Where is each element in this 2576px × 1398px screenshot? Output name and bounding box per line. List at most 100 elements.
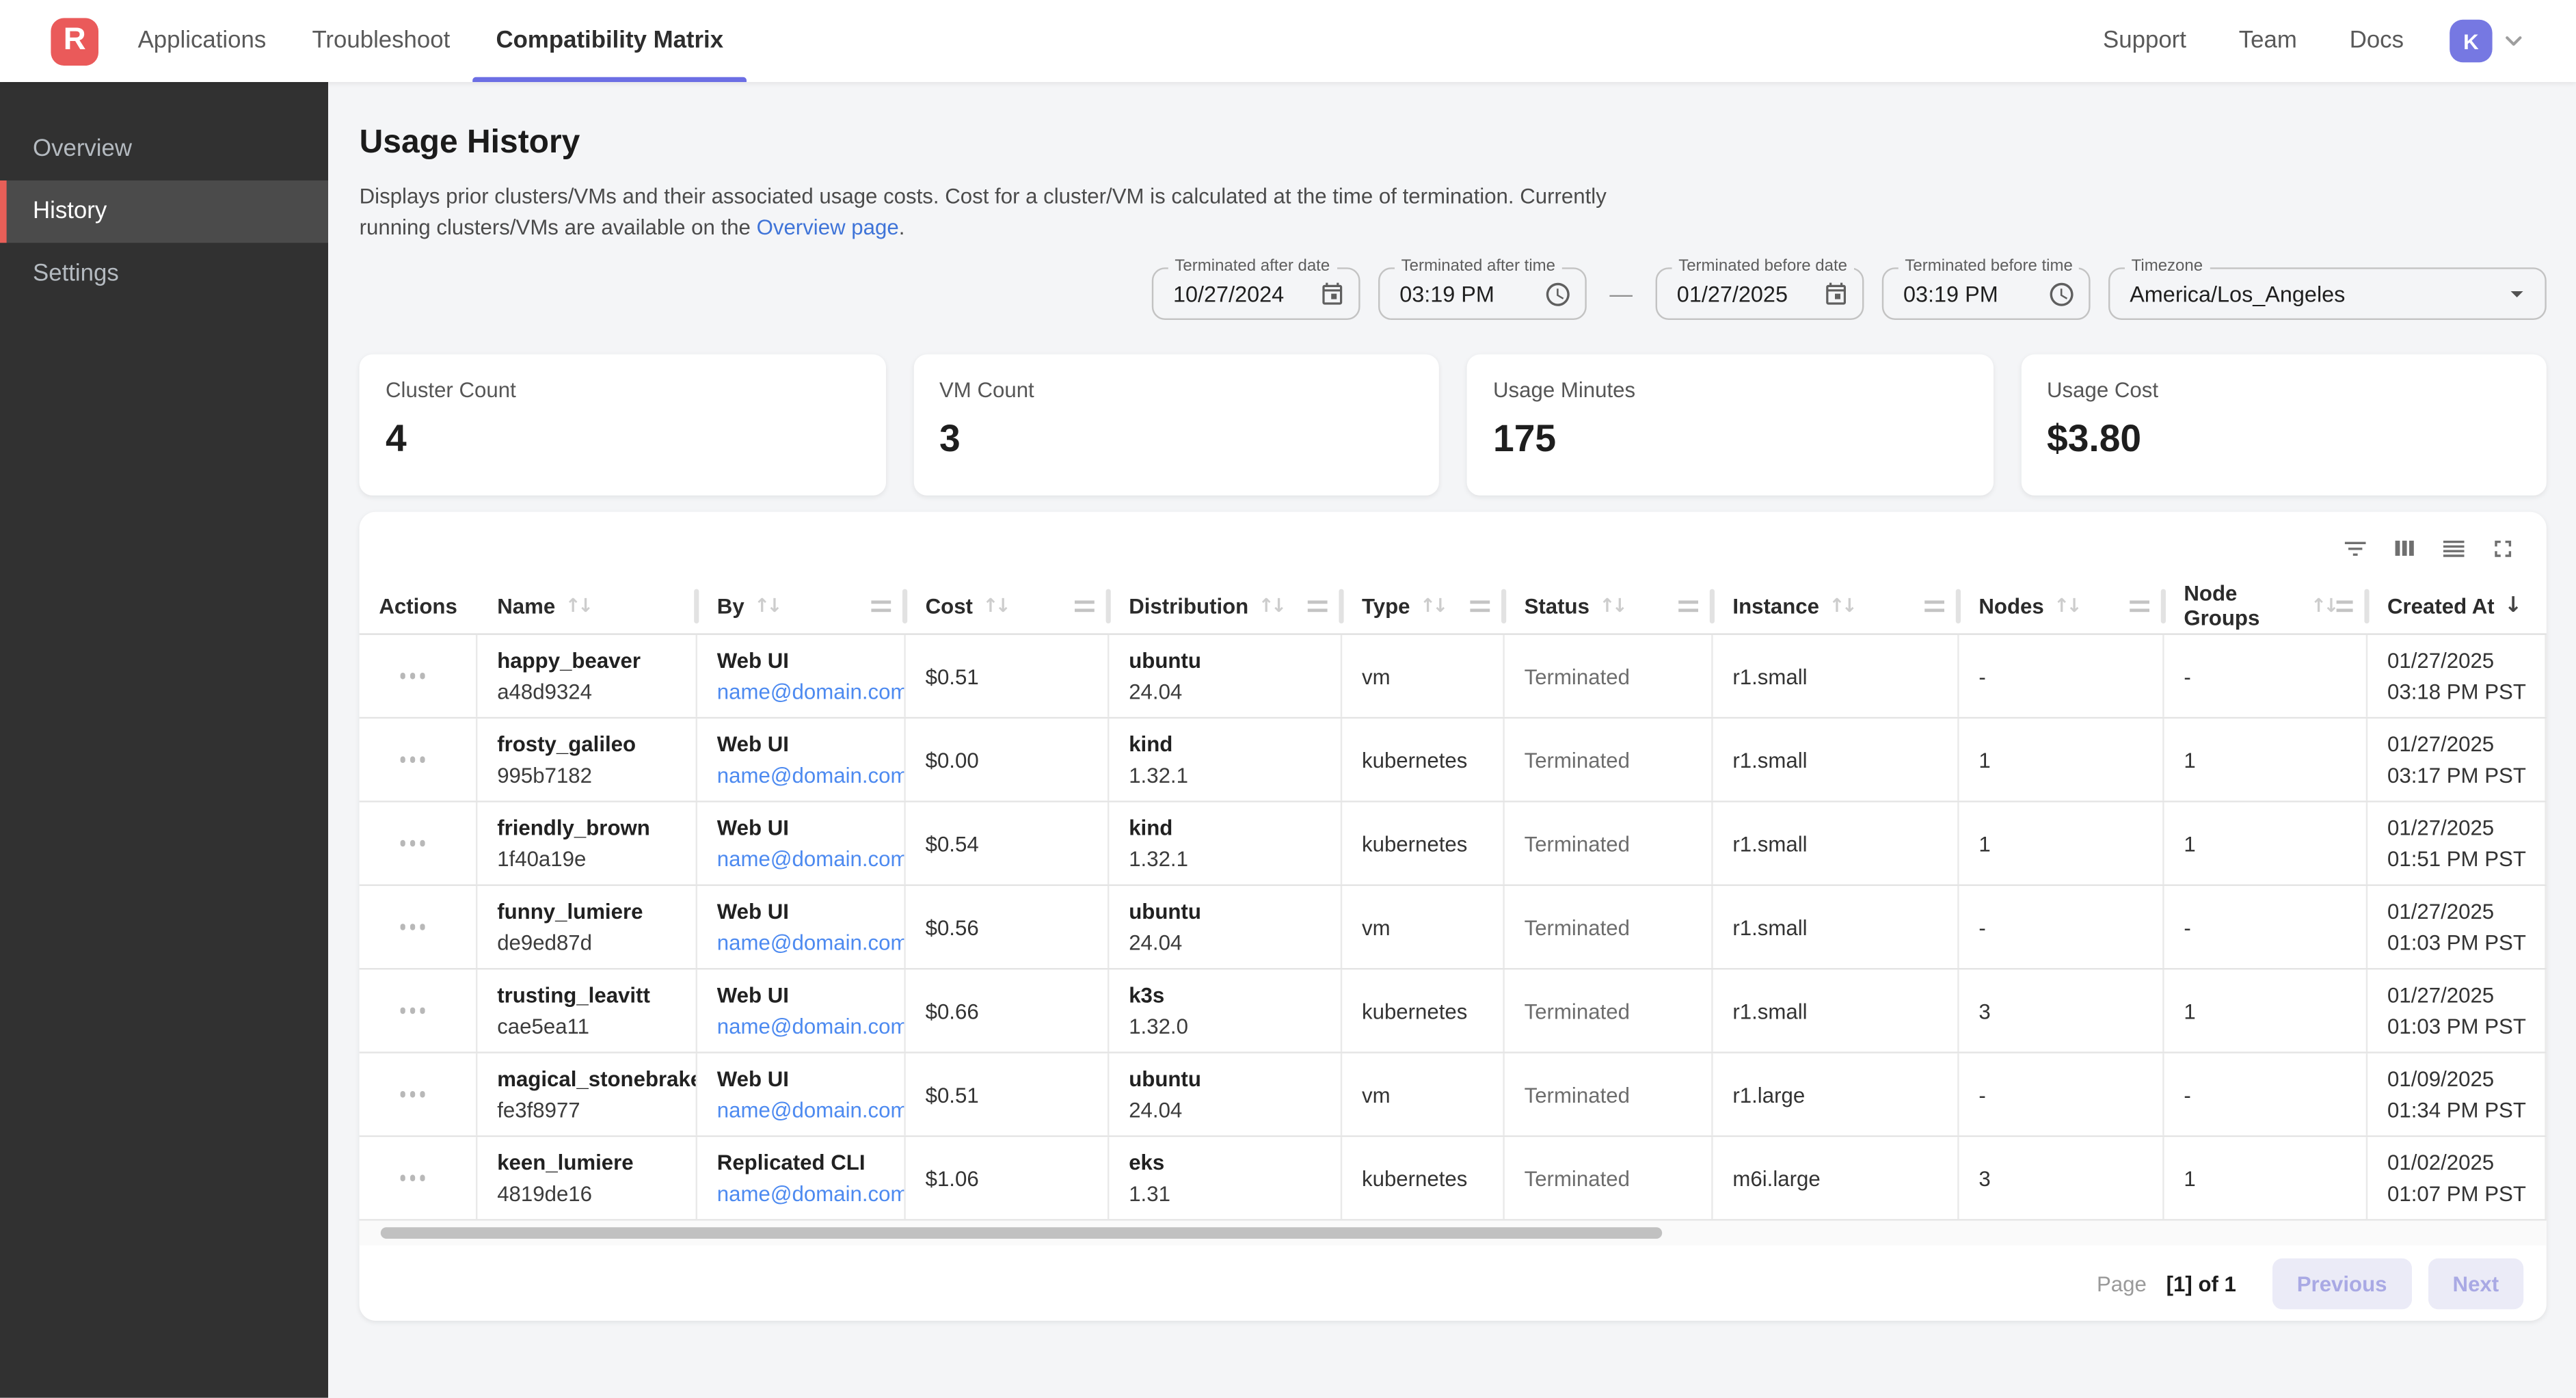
sidebar-item-settings[interactable]: Settings: [33, 260, 119, 288]
dropdown-arrow-icon[interactable]: [2502, 279, 2532, 308]
scrollbar-thumb[interactable]: [380, 1227, 1662, 1239]
created-by-email-link[interactable]: name@domain.com: [716, 1181, 906, 1207]
avatar[interactable]: K: [2450, 19, 2493, 63]
created-time: 01:03 PM PST: [2387, 1014, 2526, 1039]
column-header-distribution[interactable]: Distribution ↑↓: [1109, 578, 1344, 634]
navbar-right: Support Team Docs K: [2050, 0, 2576, 82]
column-header-by[interactable]: By ↑↓: [697, 578, 908, 634]
row-actions-button[interactable]: [400, 673, 426, 680]
column-menu-icon[interactable]: [2335, 600, 2353, 612]
created-by-email-link[interactable]: name@domain.com: [716, 679, 906, 704]
filter-icon[interactable]: [2342, 535, 2370, 571]
column-label: Type: [1362, 593, 1410, 618]
sort-icon[interactable]: ↑↓: [2310, 593, 2339, 617]
next-button[interactable]: Next: [2428, 1257, 2524, 1309]
column-header-name[interactable]: Name ↑↓: [477, 578, 699, 634]
distribution-name: kind: [1129, 731, 1173, 757]
stat-value: 4: [386, 416, 407, 459]
sort-icon[interactable]: ↑↓: [1419, 593, 1449, 617]
link-docs[interactable]: Docs: [2349, 27, 2404, 55]
link-team[interactable]: Team: [2238, 27, 2297, 55]
sort-icon[interactable]: ↑↓: [982, 593, 1011, 617]
overview-page-link[interactable]: Overview page: [756, 215, 899, 240]
column-menu-icon[interactable]: [871, 600, 891, 612]
columns-icon[interactable]: [2391, 535, 2419, 571]
column-label: Instance: [1732, 593, 1819, 618]
sort-icon[interactable]: ↑↓: [565, 593, 594, 617]
created-time: 03:18 PM PST: [2387, 679, 2526, 704]
scrollbar-track[interactable]: [368, 1226, 2538, 1241]
created-by-email-link[interactable]: name@domain.com: [716, 763, 906, 788]
calendar-icon[interactable]: [1319, 280, 1345, 306]
stat-cards: Cluster Count 4 VM Count 3 Usage Minutes…: [359, 354, 2547, 496]
created-by-source: Web UI: [716, 731, 789, 757]
chevron-down-icon[interactable]: [2501, 28, 2527, 54]
sort-icon[interactable]: ↑↓: [1599, 593, 1628, 617]
column-header-instance[interactable]: Instance ↑↓: [1713, 578, 1961, 634]
link-support[interactable]: Support: [2103, 27, 2186, 55]
cell-distribution: kind 1.32.1: [1109, 718, 1343, 801]
sort-desc-icon[interactable]: ↓: [2504, 593, 2523, 618]
created-by-source: Replicated CLI: [716, 1150, 866, 1175]
density-icon[interactable]: [2440, 535, 2468, 571]
clock-icon[interactable]: [2048, 280, 2076, 308]
fullscreen-icon[interactable]: [2489, 535, 2517, 571]
calendar-icon[interactable]: [1823, 280, 1849, 306]
previous-button[interactable]: Previous: [2272, 1257, 2412, 1309]
row-actions-button[interactable]: [400, 757, 426, 763]
column-header-cost[interactable]: Cost ↑↓: [906, 578, 1111, 634]
tab-applications[interactable]: Applications: [137, 27, 267, 55]
sidebar-item-history[interactable]: History: [0, 180, 329, 243]
column-header-type[interactable]: Type ↑↓: [1342, 578, 1507, 634]
cell-nodes: 3: [1959, 1137, 2164, 1220]
column-header-status[interactable]: Status ↑↓: [1505, 578, 1715, 634]
created-by-email-link[interactable]: name@domain.com: [716, 1014, 906, 1039]
terminated-after-date-field[interactable]: Terminated after date 10/27/2024: [1151, 257, 1360, 321]
created-by-email-link[interactable]: name@domain.com: [716, 846, 906, 872]
clock-icon[interactable]: [1544, 280, 1572, 308]
replicated-logo[interactable]: R: [51, 17, 98, 65]
column-header-node-groups[interactable]: Node Groups ↑↓: [2164, 578, 2370, 634]
terminated-before-time-field[interactable]: Terminated before time 03:19 PM: [1881, 257, 2091, 321]
cell-node-groups: -: [2164, 886, 2368, 968]
cell-created-at: 01/27/2025 03:17 PM PST: [2367, 718, 2547, 801]
cell-node-groups: -: [2164, 1053, 2368, 1135]
cell-by: Web UI name@domain.com: [697, 969, 906, 1052]
column-menu-icon[interactable]: [2130, 600, 2150, 612]
terminated-after-time-field[interactable]: Terminated after time 03:19 PM: [1378, 257, 1587, 321]
row-actions-button[interactable]: [400, 924, 426, 930]
type-value: kubernetes: [1362, 747, 1468, 772]
sort-icon[interactable]: ↑↓: [1829, 593, 1857, 617]
row-actions-button[interactable]: [400, 1091, 426, 1098]
column-menu-icon[interactable]: [1678, 600, 1698, 612]
column-menu-icon[interactable]: [1075, 600, 1095, 612]
sort-icon[interactable]: ↑↓: [2054, 593, 2082, 617]
cell-cost: $1.06: [906, 1137, 1110, 1220]
row-actions-button[interactable]: [400, 840, 426, 846]
stat-card: Usage Minutes 175: [1466, 354, 1993, 496]
node-groups-value: 1: [2184, 831, 2196, 856]
row-actions-button[interactable]: [400, 1008, 426, 1014]
node-groups-value: -: [2184, 1081, 2191, 1107]
cell-distribution: ubuntu 24.04: [1109, 1053, 1343, 1135]
nodes-value: -: [1978, 663, 1986, 688]
row-actions-button[interactable]: [400, 1175, 426, 1181]
timezone-select[interactable]: Timezone America/Los_Angeles: [2108, 257, 2547, 321]
terminated-before-date-field[interactable]: Terminated before date 01/27/2025: [1655, 257, 1864, 321]
column-menu-icon[interactable]: [1924, 600, 1944, 612]
created-by-source: Web UI: [716, 982, 789, 1008]
created-by-email-link[interactable]: name@domain.com: [716, 930, 906, 955]
column-menu-icon[interactable]: [1307, 600, 1328, 612]
field-value: 03:19 PM: [1399, 281, 1494, 306]
column-header-nodes[interactable]: Nodes ↑↓: [1959, 578, 2166, 634]
tab-compatibility-matrix[interactable]: Compatibility Matrix: [472, 0, 747, 83]
sort-icon[interactable]: ↑↓: [1258, 593, 1287, 617]
sort-icon[interactable]: ↑↓: [754, 593, 783, 617]
column-header-created-at[interactable]: Created At ↓: [2367, 578, 2547, 634]
column-menu-icon[interactable]: [1470, 600, 1490, 612]
instance-value: r1.small: [1732, 998, 1808, 1023]
cell-name: happy_beaver a48d9324: [477, 634, 698, 717]
tab-troubleshoot[interactable]: Troubleshoot: [312, 27, 451, 55]
sidebar-item-overview[interactable]: Overview: [33, 136, 133, 163]
created-by-email-link[interactable]: name@domain.com: [716, 1097, 906, 1123]
